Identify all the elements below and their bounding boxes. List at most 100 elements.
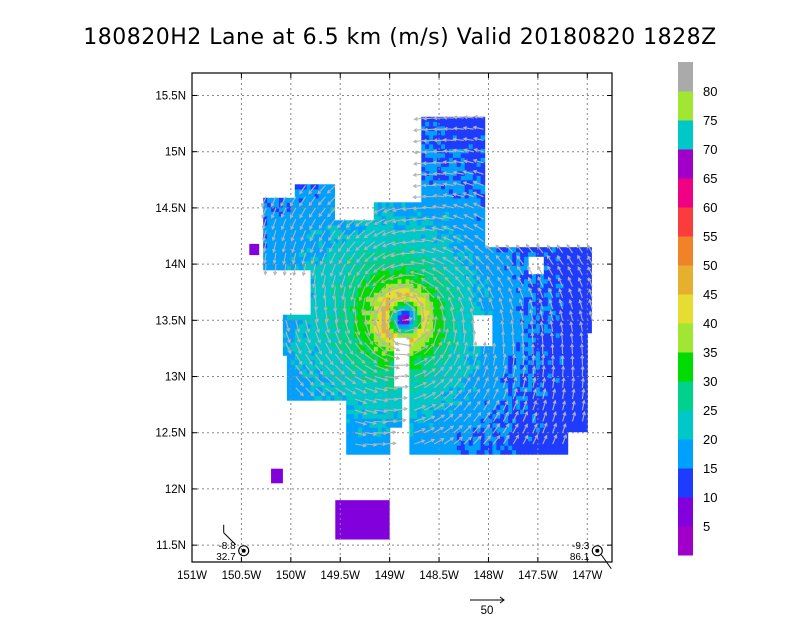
wind-speed-cell bbox=[413, 296, 418, 302]
wind-speed-cell bbox=[326, 373, 331, 379]
wind-vector bbox=[423, 404, 436, 411]
wind-vector bbox=[433, 316, 437, 332]
wind-vector-head bbox=[387, 319, 392, 324]
wind-speed-cell bbox=[271, 229, 276, 235]
wind-speed-cell bbox=[508, 319, 513, 325]
wind-speed-cell bbox=[547, 359, 553, 365]
wind-speed-cell bbox=[369, 382, 375, 388]
wind-speed-cell bbox=[397, 292, 403, 298]
wind-vector bbox=[432, 237, 445, 243]
wind-vector-head bbox=[467, 436, 473, 441]
wind-speed-cell bbox=[452, 314, 458, 320]
wind-vector bbox=[421, 238, 435, 243]
wind-speed-cell bbox=[421, 377, 426, 383]
wind-vector bbox=[389, 274, 405, 280]
wind-speed-cell bbox=[452, 283, 458, 289]
wind-speed-cell bbox=[322, 355, 327, 361]
wind-speed-cell bbox=[417, 422, 422, 428]
wind-vector bbox=[374, 432, 387, 434]
wind-speed-cell bbox=[417, 301, 422, 307]
wind-speed-cell bbox=[476, 134, 482, 140]
wind-vector-head bbox=[364, 258, 369, 263]
wind-speed-cell bbox=[508, 364, 513, 370]
wind-speed-cell bbox=[365, 269, 371, 275]
wind-speed-cell bbox=[338, 220, 343, 226]
wind-speed-cell bbox=[441, 445, 446, 451]
wind-vector bbox=[442, 256, 455, 265]
wind-speed-cell bbox=[429, 359, 434, 365]
wind-speed-cell bbox=[413, 391, 418, 397]
wind-speed-cell bbox=[448, 319, 454, 325]
wind-speed-cell bbox=[358, 382, 363, 388]
wind-speed-cell bbox=[456, 427, 462, 433]
wind-speed-cell bbox=[563, 301, 569, 307]
wind-speed-cell bbox=[484, 449, 490, 455]
wind-speed-cell bbox=[512, 337, 517, 343]
wind-vector bbox=[344, 342, 354, 355]
wind-speed-cell bbox=[504, 418, 509, 424]
wind-speed-cell bbox=[524, 409, 529, 415]
wind-speed-cell bbox=[567, 337, 573, 343]
wind-speed-cell bbox=[342, 233, 347, 239]
wind-vector-head bbox=[476, 400, 481, 405]
wind-vector-head bbox=[381, 267, 386, 271]
wind-speed-cell bbox=[342, 292, 347, 298]
wind-speed-cell bbox=[539, 301, 545, 307]
wind-speed-cell bbox=[445, 346, 450, 352]
wind-speed-cell bbox=[354, 292, 359, 298]
wind-speed-cell bbox=[290, 346, 296, 352]
wind-speed-cell bbox=[330, 305, 335, 311]
wind-speed-cell bbox=[365, 418, 371, 424]
wind-speed-cell bbox=[381, 247, 387, 253]
wind-speed-cell bbox=[358, 449, 363, 455]
wind-speed-cell bbox=[263, 220, 268, 226]
wind-speed-cell bbox=[441, 229, 446, 235]
wind-speed-cell bbox=[504, 274, 509, 280]
wind-speed-cell bbox=[369, 323, 375, 329]
wind-speed-cell bbox=[492, 431, 497, 437]
wind-vector bbox=[432, 267, 445, 276]
wind-speed-cell bbox=[575, 391, 580, 397]
wind-speed-cell bbox=[468, 292, 474, 298]
wind-speed-cell bbox=[310, 287, 316, 293]
wind-vector-head bbox=[313, 295, 318, 300]
wind-speed-cell bbox=[555, 260, 561, 266]
wind-speed-cell bbox=[429, 211, 434, 217]
wind-speed-cell bbox=[445, 215, 450, 221]
wind-speed-cell bbox=[338, 373, 343, 379]
wind-speed-cell bbox=[310, 337, 316, 343]
wind-speed-cell bbox=[433, 260, 438, 266]
wind-vector-head bbox=[466, 376, 471, 382]
wind-speed-cell bbox=[377, 314, 383, 320]
wind-speed-cell bbox=[326, 260, 331, 266]
wind-vector bbox=[394, 320, 401, 333]
wind-vector bbox=[443, 329, 449, 343]
wind-vector bbox=[311, 252, 317, 264]
wind-speed-cell bbox=[563, 409, 569, 415]
wind-vector-head bbox=[328, 236, 332, 242]
wind-speed-cell bbox=[508, 260, 513, 266]
wind-vector bbox=[414, 405, 426, 411]
wind-vector-head bbox=[447, 353, 452, 358]
wind-vector-head bbox=[463, 245, 468, 250]
wind-vector-head bbox=[431, 427, 436, 431]
wind-speed-cell bbox=[306, 206, 312, 212]
wind-speed-cell bbox=[271, 265, 276, 271]
wind-vector-head bbox=[472, 329, 477, 334]
wind-speed-cell bbox=[563, 350, 569, 356]
wind-speed-cell bbox=[448, 400, 454, 406]
wind-speed-cell bbox=[433, 391, 438, 397]
wind-speed-cell bbox=[551, 418, 557, 424]
wind-speed-cell bbox=[275, 224, 280, 230]
wind-speed-cell bbox=[512, 256, 517, 262]
wind-vector bbox=[354, 387, 367, 394]
wind-speed-cell bbox=[500, 256, 505, 262]
wind-speed-cell bbox=[472, 413, 478, 419]
wind-speed-cell bbox=[437, 188, 442, 194]
wind-speed-cell bbox=[528, 364, 533, 370]
wind-vector-head bbox=[338, 259, 343, 265]
wind-vector-head bbox=[399, 262, 404, 267]
wind-vector bbox=[394, 331, 410, 340]
wind-speed-cell bbox=[362, 292, 367, 298]
wind-speed-cell bbox=[500, 400, 505, 406]
